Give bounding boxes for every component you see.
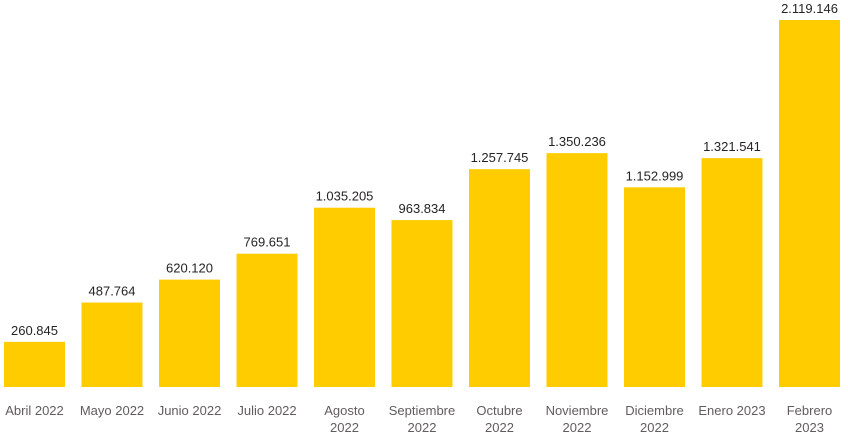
x-tick-label-6: Octubre 2022 [476, 403, 522, 432]
data-label-3: 769.651 [244, 235, 291, 250]
bar-1[interactable] [81, 302, 143, 387]
bar-8[interactable] [624, 187, 685, 387]
data-label-8: 1.152.999 [626, 168, 684, 183]
x-tick-label-2: Junio 2022 [158, 403, 222, 418]
data-label-4: 1.035.205 [316, 189, 374, 204]
bar-10[interactable] [779, 20, 840, 387]
x-tick-label-5: Septiembre 2022 [389, 403, 455, 432]
bar-4[interactable] [314, 207, 375, 387]
x-tick-label-10: Febrero 2023 [787, 403, 833, 432]
x-tick-label-9: Enero 2023 [698, 403, 765, 418]
bar-7[interactable] [546, 153, 608, 387]
bar-6[interactable] [469, 169, 530, 387]
x-tick-label-7: Noviembre 2022 [546, 403, 609, 432]
data-label-10: 2.119.146 [781, 1, 838, 16]
bar-3[interactable] [236, 253, 298, 387]
x-tick-label-0: Abril 2022 [5, 403, 64, 418]
x-tick-label-1: Mayo 2022 [80, 403, 144, 418]
x-tick-label-3: Julio 2022 [237, 403, 296, 418]
bar-2[interactable] [159, 279, 220, 387]
data-label-5: 963.834 [399, 201, 446, 216]
data-label-9: 1.321.541 [703, 139, 761, 154]
bar-9[interactable] [701, 158, 763, 387]
x-tick-label-4: Agosto 2022 [324, 403, 364, 432]
bar-5[interactable] [391, 220, 453, 387]
x-tick-label-8: Diciembre 2022 [625, 403, 684, 432]
data-label-6: 1.257.745 [471, 150, 529, 165]
data-label-1: 487.764 [89, 284, 136, 299]
data-label-2: 620.120 [166, 261, 213, 276]
data-label-7: 1.350.236 [548, 134, 606, 149]
data-label-0: 260.845 [11, 323, 58, 338]
bar-0[interactable] [4, 341, 65, 387]
